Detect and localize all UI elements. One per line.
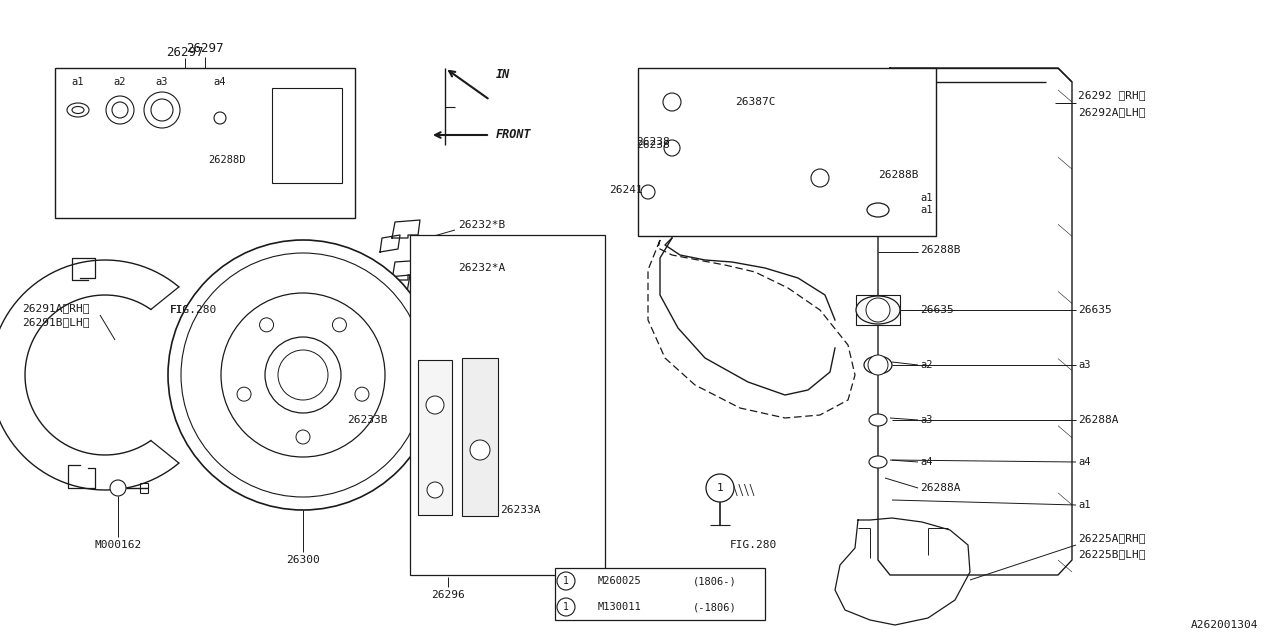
Text: 26288D: 26288D	[207, 155, 246, 165]
Text: FIG.280: FIG.280	[730, 540, 777, 550]
Text: 26292 〈RH〉: 26292 〈RH〉	[1078, 90, 1146, 100]
Circle shape	[333, 318, 347, 332]
Text: FRONT: FRONT	[497, 129, 531, 141]
Text: 26233A: 26233A	[500, 505, 540, 515]
Circle shape	[278, 350, 328, 400]
Circle shape	[113, 102, 128, 118]
Ellipse shape	[869, 456, 887, 468]
Text: a1: a1	[1078, 500, 1091, 510]
Text: 26225A〈RH〉: 26225A〈RH〉	[1078, 533, 1146, 543]
Ellipse shape	[72, 106, 84, 113]
Text: 26233B: 26233B	[347, 415, 388, 425]
Text: 26225B〈LH〉: 26225B〈LH〉	[1078, 549, 1146, 559]
Circle shape	[641, 185, 655, 199]
Circle shape	[355, 387, 369, 401]
Text: a2: a2	[114, 77, 127, 87]
Bar	[55, 68, 355, 218]
Bar	[419, 360, 452, 515]
Circle shape	[426, 396, 444, 414]
Text: M260025: M260025	[598, 576, 641, 586]
Circle shape	[265, 337, 340, 413]
Circle shape	[296, 430, 310, 444]
Bar	[556, 568, 765, 620]
Text: a2: a2	[920, 360, 933, 370]
Circle shape	[110, 480, 125, 496]
Text: a3: a3	[156, 77, 168, 87]
Bar	[637, 68, 936, 236]
Text: a3: a3	[1078, 360, 1091, 370]
Ellipse shape	[867, 203, 890, 217]
Circle shape	[428, 482, 443, 498]
Text: 26297: 26297	[187, 42, 224, 54]
Ellipse shape	[864, 356, 892, 374]
Text: 26635: 26635	[920, 305, 954, 315]
Text: 26288A: 26288A	[920, 483, 960, 493]
Circle shape	[710, 480, 730, 500]
Circle shape	[221, 293, 385, 457]
Bar	[462, 358, 498, 516]
Text: 1: 1	[563, 602, 568, 612]
Text: (1806-): (1806-)	[694, 576, 737, 586]
Ellipse shape	[67, 103, 90, 117]
Text: FIG.280: FIG.280	[170, 305, 218, 315]
Circle shape	[198, 333, 212, 347]
Text: a4: a4	[920, 457, 933, 467]
Text: 1: 1	[563, 576, 568, 586]
Text: a1: a1	[72, 77, 84, 87]
Text: 26288B: 26288B	[920, 245, 960, 255]
Text: M000162: M000162	[95, 540, 142, 550]
Circle shape	[106, 96, 134, 124]
Text: 26387C: 26387C	[735, 97, 776, 107]
Text: 1: 1	[717, 483, 723, 493]
Circle shape	[214, 112, 227, 124]
Circle shape	[707, 474, 733, 502]
Text: a1: a1	[920, 205, 933, 215]
Circle shape	[812, 169, 829, 187]
Circle shape	[180, 253, 425, 497]
Circle shape	[557, 572, 575, 590]
Ellipse shape	[869, 414, 887, 426]
Circle shape	[868, 355, 888, 375]
Text: FIG.280: FIG.280	[170, 305, 218, 315]
Bar	[856, 295, 900, 325]
Text: a4: a4	[1078, 457, 1091, 467]
Text: 26291B〈LH〉: 26291B〈LH〉	[22, 317, 90, 327]
Text: M130011: M130011	[598, 602, 641, 612]
Text: 26288B: 26288B	[878, 170, 919, 180]
Text: 26292A〈LH〉: 26292A〈LH〉	[1078, 107, 1146, 117]
Text: a4: a4	[214, 77, 227, 87]
Text: 26232*A: 26232*A	[458, 263, 506, 273]
Text: 26291A〈RH〉: 26291A〈RH〉	[22, 303, 90, 313]
Text: 26300: 26300	[287, 555, 320, 565]
Circle shape	[237, 387, 251, 401]
Text: 26238: 26238	[636, 137, 669, 147]
Ellipse shape	[856, 296, 900, 324]
Text: 26296: 26296	[431, 590, 465, 600]
Text: A262001304: A262001304	[1190, 620, 1258, 630]
Circle shape	[260, 318, 274, 332]
Circle shape	[168, 240, 438, 510]
Circle shape	[470, 440, 490, 460]
Ellipse shape	[864, 301, 892, 319]
Bar	[410, 235, 605, 575]
Text: 26635: 26635	[1078, 305, 1112, 315]
Text: 26241: 26241	[609, 185, 643, 195]
Circle shape	[151, 99, 173, 121]
Text: 26238: 26238	[636, 140, 669, 150]
Text: 26297: 26297	[166, 45, 204, 58]
Text: 26232*B: 26232*B	[458, 220, 506, 230]
Circle shape	[664, 140, 680, 156]
Text: a3: a3	[920, 415, 933, 425]
Text: 26288A: 26288A	[1078, 415, 1119, 425]
Circle shape	[143, 92, 180, 128]
Circle shape	[663, 93, 681, 111]
Text: IN: IN	[497, 68, 511, 81]
Text: a1: a1	[920, 193, 933, 203]
Bar	[273, 88, 342, 183]
Circle shape	[867, 298, 890, 322]
Text: (-1806): (-1806)	[694, 602, 737, 612]
Circle shape	[557, 598, 575, 616]
